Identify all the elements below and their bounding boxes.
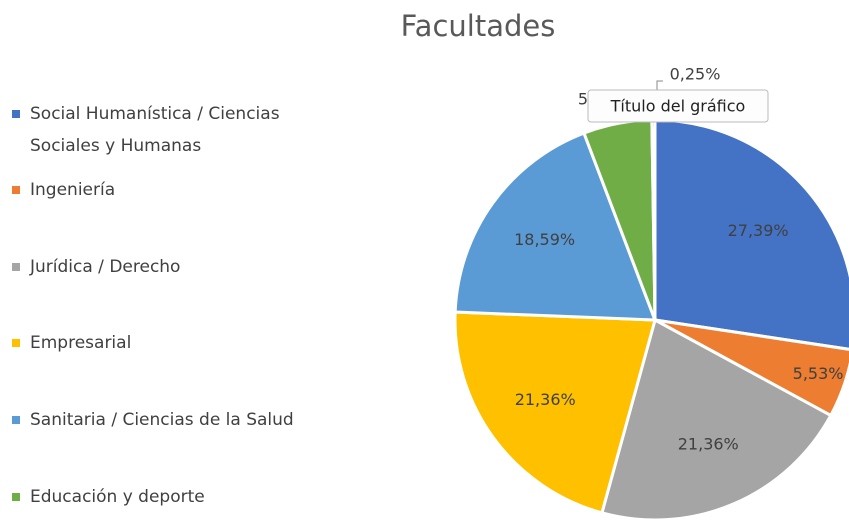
pie-slice [453, 131, 658, 322]
legend-label: Ingeniería [30, 180, 116, 200]
legend-label: Educación y deporte [30, 487, 205, 507]
legend-swatch [12, 493, 20, 501]
data-label: 5,53% [793, 364, 844, 383]
data-label: 21,36% [515, 390, 576, 409]
data-label: 5 [578, 90, 588, 109]
legend-label: Empresarial [30, 333, 132, 353]
data-label: 21,36% [678, 435, 739, 454]
legend-label: Jurídica / Derecho [30, 257, 181, 277]
tooltip-text: Título del gráfico [610, 97, 746, 116]
legend-item: Jurídica / Derecho [12, 251, 332, 283]
legend-label: Social Humanística / Ciencias Sociales y… [30, 104, 280, 156]
pie-slice [600, 317, 833, 522]
legend-swatch [12, 263, 20, 271]
legend-item: Empresarial [12, 327, 332, 359]
data-label: 18,59% [514, 230, 575, 249]
legend-item: Educación y deporte [12, 481, 332, 513]
pie-slice [453, 310, 657, 515]
pie-slice [653, 118, 849, 351]
legend-swatch [12, 110, 20, 118]
data-label: 0,25% [670, 65, 721, 84]
tooltip: Título del gráfico [587, 89, 769, 123]
legend-item: Social Humanística / Ciencias Sociales y… [12, 98, 332, 162]
chart-title: Facultades [401, 9, 556, 43]
tooltip-box [587, 89, 769, 123]
legend-swatch [12, 416, 20, 424]
legend-label: Sanitaria / Ciencias de la Salud [30, 410, 294, 430]
legend-swatch [12, 339, 20, 347]
legend-swatch [12, 186, 20, 194]
legend-item: Ingeniería [12, 174, 332, 206]
legend-item: Sanitaria / Ciencias de la Salud [12, 404, 332, 436]
data-label: 27,39% [728, 221, 789, 240]
